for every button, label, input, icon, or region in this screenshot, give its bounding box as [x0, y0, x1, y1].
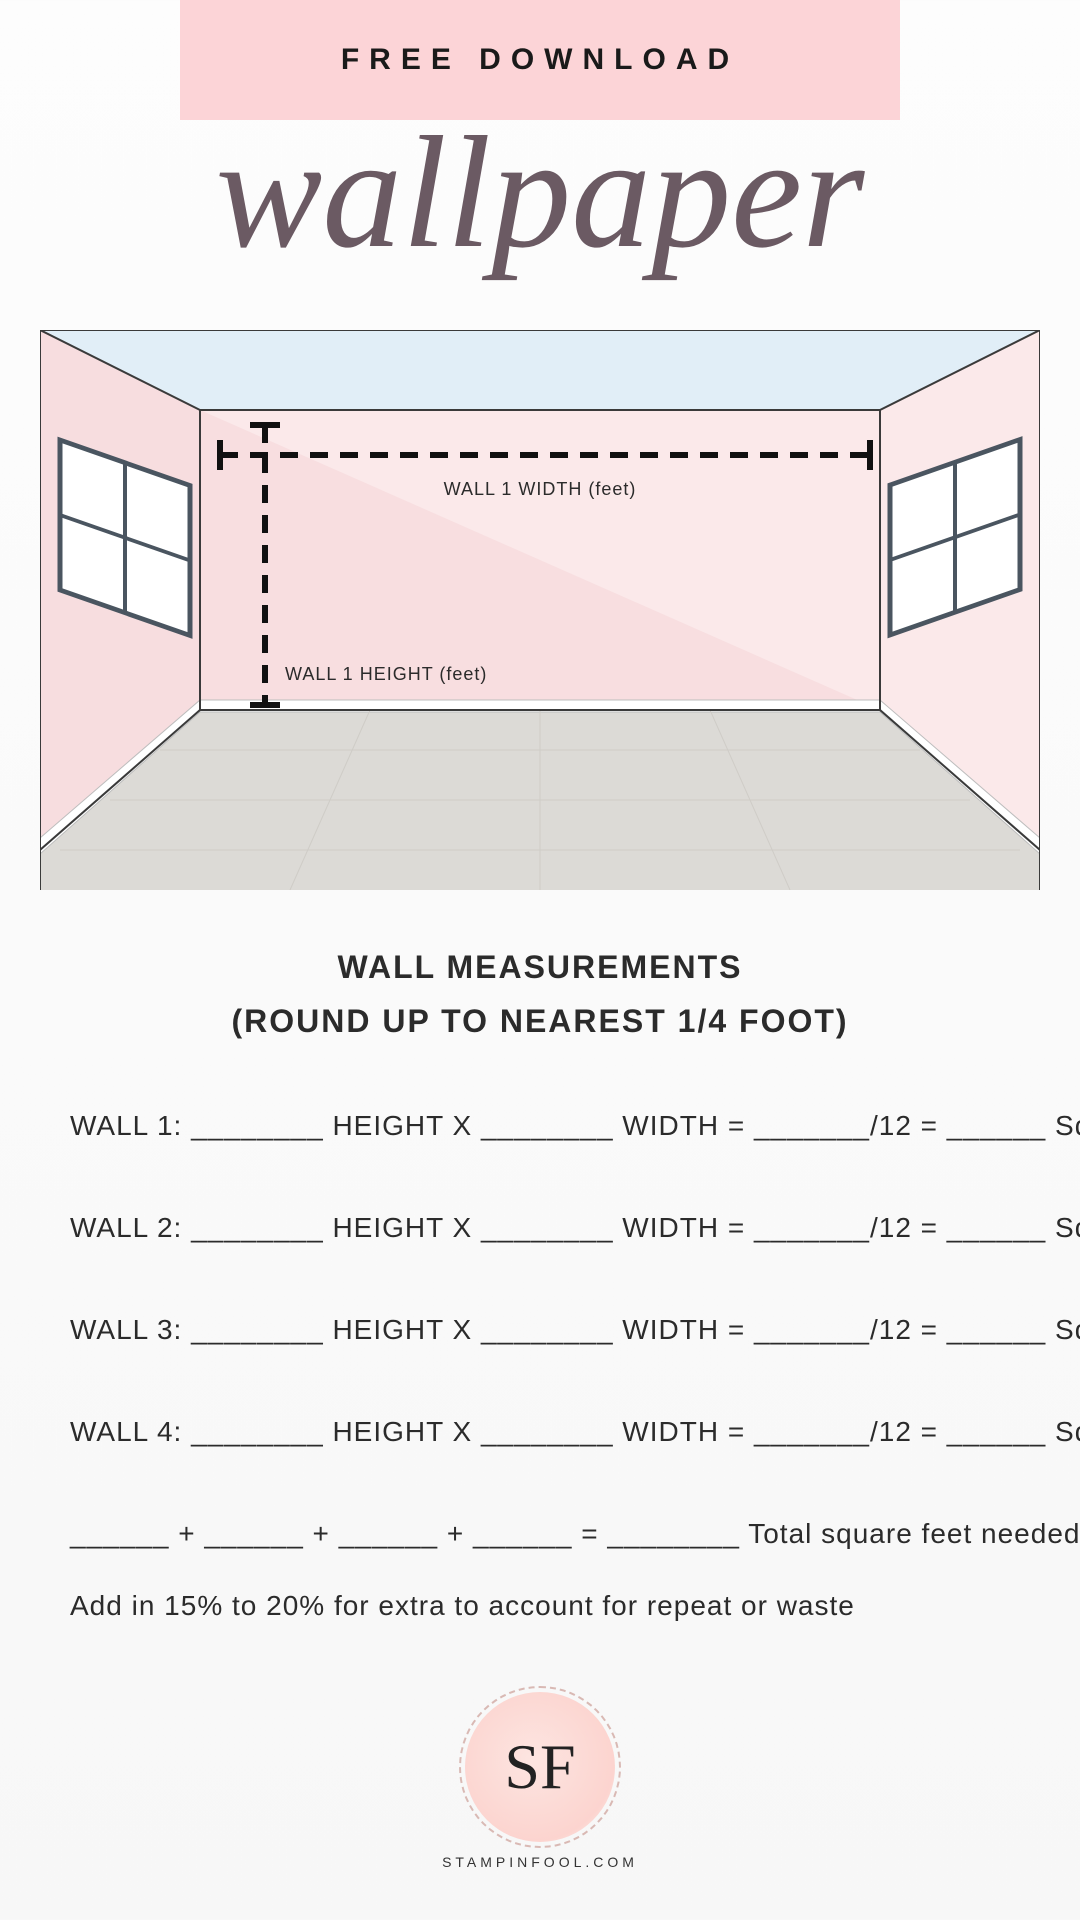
height-label: WALL 1 HEIGHT (feet) [285, 664, 487, 684]
worksheet: WALL 1: ________ HEIGHT X ________ WIDTH… [70, 1110, 1010, 1622]
logo-circle: SF [465, 1692, 615, 1842]
heading-line-2: (ROUND UP TO NEAREST 1/4 FOOT) [0, 994, 1080, 1048]
wall-2-row: WALL 2: ________ HEIGHT X ________ WIDTH… [70, 1212, 1010, 1244]
room-diagram: WALL 1 WIDTH (feet) WALL 1 HEIGHT (feet) [40, 330, 1040, 890]
ceiling-shape [40, 330, 1040, 410]
footer-logo: SF STAMPINFOOL.COM [0, 1692, 1080, 1870]
width-label: WALL 1 WIDTH (feet) [444, 479, 637, 499]
section-heading: WALL MEASUREMENTS (ROUND UP TO NEAREST 1… [0, 940, 1080, 1049]
wall-4-row: WALL 4: ________ HEIGHT X ________ WIDTH… [70, 1416, 1010, 1448]
banner-label: FREE DOWNLOAD [341, 43, 739, 77]
heading-line-1: WALL MEASUREMENTS [0, 940, 1080, 994]
wall-1-row: WALL 1: ________ HEIGHT X ________ WIDTH… [70, 1110, 1010, 1142]
logo-ring [459, 1686, 621, 1848]
waste-note: Add in 15% to 20% for extra to account f… [70, 1590, 1010, 1622]
wall-3-row: WALL 3: ________ HEIGHT X ________ WIDTH… [70, 1314, 1010, 1346]
total-row: ______ + ______ + ______ + ______ = ____… [70, 1518, 1010, 1550]
logo-caption: STAMPINFOOL.COM [442, 1854, 638, 1870]
